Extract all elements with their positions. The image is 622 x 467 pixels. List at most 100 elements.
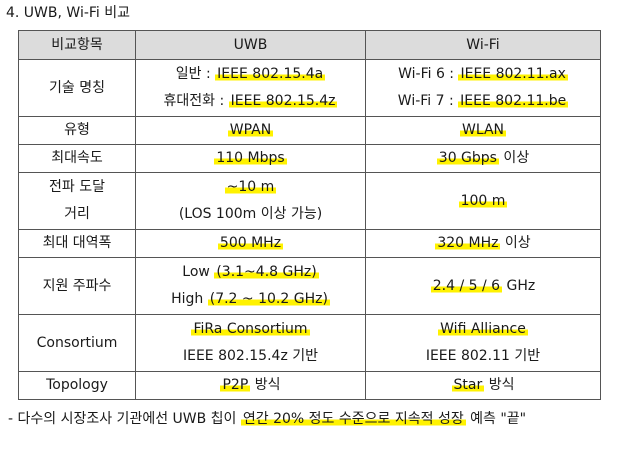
cell-line: 500 MHz: [136, 230, 365, 257]
cell-highlight: FiRa Consortium: [191, 321, 310, 337]
cell-line: 110 Mbps: [136, 145, 365, 172]
cell-highlight: 110 Mbps: [214, 150, 287, 166]
cell-line: 2.4 / 5 / 6 GHz: [366, 273, 600, 300]
cell-line: 휴대전화 : IEEE 802.15.4z: [136, 88, 365, 115]
cell-text: High: [171, 291, 208, 307]
cell-highlight: (7.2 ~ 10.2 GHz): [207, 291, 330, 307]
cell-suffix: 방식: [250, 377, 281, 393]
wifi-cell: WLAN: [365, 116, 601, 145]
cell-line: 일반 : IEEE 802.15.4a: [136, 61, 365, 88]
uwb-cell: 500 MHz: [135, 229, 366, 258]
footnote: - 다수의 시장조사 기관에선 UWB 칩이 연간 20% 정도 수준으로 지속…: [8, 405, 614, 433]
row-label: Consortium: [18, 314, 136, 372]
cell-line: P2P 방식: [136, 372, 365, 399]
cell-line: 최대속도: [51, 150, 103, 166]
footnote-tail: 예측 "끝": [465, 411, 527, 427]
cell-highlight: WPAN: [227, 122, 274, 138]
table-row: 유형 WPAN WLAN: [18, 116, 601, 145]
uwb-cell: Low (3.1~4.8 GHz) High (7.2 ~ 10.2 GHz): [135, 257, 366, 315]
header-item: 비교항목: [18, 30, 136, 60]
cell-highlight: 500 MHz: [217, 235, 284, 251]
cell-highlight: IEEE 802.15.4a: [215, 66, 326, 82]
cell-line: IEEE 802.15.4z 기반: [136, 343, 365, 370]
table-header-row: 비교항목 UWB Wi-Fi: [18, 30, 601, 60]
cell-highlight: (3.1~4.8 GHz): [214, 264, 319, 280]
cell-line: 30 Gbps 이상: [366, 145, 600, 172]
cell-highlight: Star: [451, 377, 485, 393]
cell-highlight: 2.4 / 5 / 6: [430, 277, 503, 294]
cell-suffix: 방식: [484, 377, 515, 393]
cell-line: 기술 명칭: [49, 79, 105, 96]
cell-text: Wi-Fi 7 :: [397, 93, 459, 109]
uwb-cell: P2P 방식: [135, 371, 366, 400]
cell-line: Wi-Fi 7 : IEEE 802.11.be: [366, 88, 600, 115]
header-wifi: Wi-Fi: [365, 30, 601, 60]
row-label: 지원 주파수: [18, 257, 136, 315]
cell-highlight: ~10 m: [224, 179, 277, 195]
footnote-highlight: 연간 20% 정도 수준으로 지속적 성장: [240, 411, 466, 427]
wifi-cell: 2.4 / 5 / 6 GHz: [365, 257, 601, 315]
cell-text: Low: [182, 264, 215, 280]
cell-highlight: IEEE 802.11.ax: [458, 66, 568, 82]
cell-text: 일반 :: [175, 66, 216, 82]
wifi-cell: 320 MHz 이상: [365, 229, 601, 258]
row-label: 최대속도: [18, 144, 136, 173]
uwb-cell: FiRa Consortium IEEE 802.15.4z 기반: [135, 314, 366, 372]
table-row: Consortium FiRa Consortium IEEE 802.15.4z …: [18, 314, 601, 372]
cell-line: Topology: [46, 377, 108, 393]
cell-line: WPAN: [136, 117, 365, 144]
table-row: 최대속도 110 Mbps 30 Gbps 이상: [18, 144, 601, 173]
cell-highlight: P2P: [220, 377, 251, 393]
row-label: 기술 명칭: [18, 59, 136, 117]
cell-highlight: 30 Gbps: [436, 150, 499, 166]
comparison-table: 비교항목 UWB Wi-Fi 기술 명칭 일반 : IEEE 802.15.4a 휴…: [18, 30, 601, 400]
table-row: 기술 명칭 일반 : IEEE 802.15.4a 휴대전화 : IEEE 802.…: [18, 59, 601, 117]
row-label: 최대 대역폭: [18, 229, 136, 258]
cell-line: Wifi Alliance: [366, 316, 600, 343]
wifi-cell: Wifi Alliance IEEE 802.11 기반: [365, 314, 601, 372]
footnote-text: - 다수의 시장조사 기관에선 UWB 칩이: [8, 411, 241, 427]
wifi-cell: Wi-Fi 6 : IEEE 802.11.ax Wi-Fi 7 : IEEE 8…: [365, 59, 601, 117]
cell-highlight: Wifi Alliance: [438, 321, 528, 337]
cell-line: 최대 대역폭: [42, 235, 112, 251]
cell-text: Wi-Fi 6 :: [398, 66, 459, 82]
cell-highlight: 320 MHz: [435, 235, 501, 251]
uwb-cell: 일반 : IEEE 802.15.4a 휴대전화 : IEEE 802.15.4z: [135, 59, 366, 117]
cell-line: Low (3.1~4.8 GHz): [136, 259, 365, 286]
cell-highlight: WLAN: [459, 122, 506, 138]
cell-line: 100 m: [366, 188, 600, 215]
cell-highlight: IEEE 802.11.be: [458, 93, 569, 109]
cell-suffix: GHz: [502, 277, 536, 294]
cell-line: Wi-Fi 6 : IEEE 802.11.ax: [366, 61, 600, 88]
row-label: Topology: [18, 371, 136, 400]
cell-line: Consortium: [36, 334, 118, 351]
header-uwb: UWB: [135, 30, 366, 60]
table-row: 최대 대역폭 500 MHz 320 MHz 이상: [18, 229, 601, 258]
wifi-cell: Star 방식: [365, 371, 601, 400]
cell-highlight: 100 m: [458, 192, 508, 209]
wifi-cell: 30 Gbps 이상: [365, 144, 601, 173]
table-row: Topology P2P 방식 Star 방식: [18, 371, 601, 400]
uwb-cell: WPAN: [135, 116, 366, 145]
uwb-cell: ~10 m (LOS 100m 이상 가능): [135, 172, 366, 230]
cell-line: 거리: [64, 206, 90, 222]
row-label: 유형: [18, 116, 136, 145]
cell-line: FiRa Consortium: [136, 316, 365, 343]
cell-line: IEEE 802.11 기반: [366, 343, 600, 370]
cell-line: (LOS 100m 이상 가능): [136, 201, 365, 228]
cell-text: (LOS 100m 이상 가능): [178, 206, 323, 222]
table-row: 지원 주파수 Low (3.1~4.8 GHz) High (7.2 ~ 10.2 …: [18, 257, 601, 315]
cell-line: 전파 도달: [49, 179, 105, 195]
cell-line: 지원 주파수: [42, 277, 112, 294]
cell-line: Star 방식: [366, 372, 600, 399]
cell-highlight: IEEE 802.15.4z: [228, 93, 338, 109]
section-title: 4. UWB, Wi-Fi 비교: [6, 5, 131, 21]
cell-suffix: 이상: [498, 150, 530, 166]
cell-text: IEEE 802.11 기반: [425, 348, 541, 364]
cell-line: High (7.2 ~ 10.2 GHz): [136, 286, 365, 313]
cell-line: 유형: [64, 122, 90, 138]
cell-suffix: 이상: [500, 235, 531, 251]
wifi-cell: 100 m: [365, 172, 601, 230]
